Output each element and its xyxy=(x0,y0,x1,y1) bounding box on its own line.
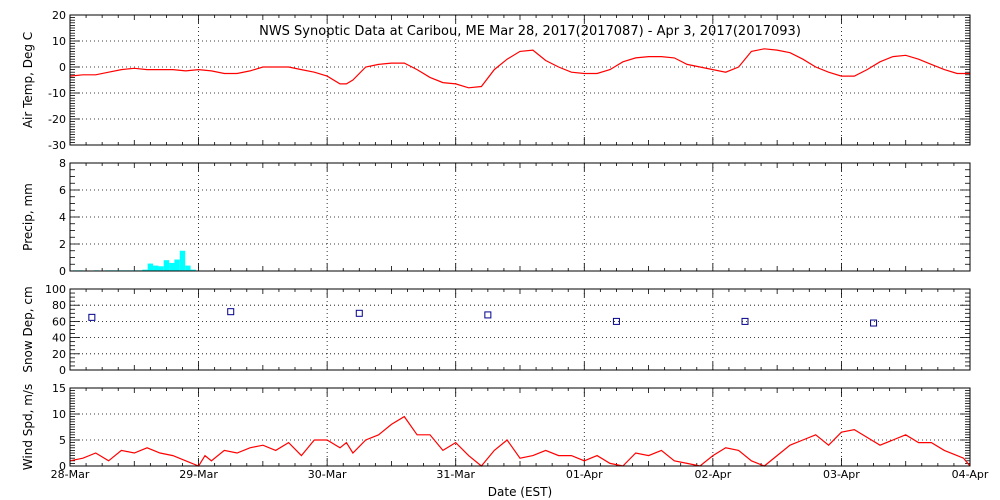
panel-2: 0 20 40 60 80 100 Snow Dep, cm xyxy=(21,283,971,377)
y-tick-label: 5 xyxy=(59,434,66,447)
precip-bar xyxy=(179,250,186,271)
y-axis-label: Snow Dep, cm xyxy=(21,286,35,372)
snow-depth-marker xyxy=(870,319,878,327)
x-tick-label: 02-Apr xyxy=(694,468,731,481)
chart-title: NWS Synoptic Data at Caribou, ME Mar 28,… xyxy=(259,24,801,39)
y-tick-label: 6 xyxy=(59,184,66,197)
panel-frame xyxy=(69,387,971,467)
y-tick-label: 0 xyxy=(59,265,66,278)
x-tick-label: 01-Apr xyxy=(566,468,603,481)
snow-depth-marker xyxy=(355,309,363,317)
snow-depth-marker xyxy=(88,313,96,321)
y-tick-label: 20 xyxy=(52,9,66,22)
series-line xyxy=(69,48,970,89)
panel-0: -30 -20 -10 0 10 20 Air Temp, Deg C xyxy=(21,9,971,152)
y-tick-label: 20 xyxy=(52,348,66,361)
y-tick-label: -20 xyxy=(48,113,66,126)
y-tick-label: 10 xyxy=(52,408,66,421)
y-tick-label: 80 xyxy=(52,299,66,312)
snow-depth-marker xyxy=(484,311,492,319)
y-axis-label: Air Temp, Deg C xyxy=(21,32,35,128)
panel-frame xyxy=(69,14,971,146)
snow-depth-marker xyxy=(227,308,235,316)
x-tick-label: 29-Mar xyxy=(179,468,218,481)
y-tick-label: -10 xyxy=(48,87,66,100)
x-tick-label: 03-Apr xyxy=(823,468,860,481)
x-tick-label: 30-Mar xyxy=(308,468,347,481)
precip-bar xyxy=(142,269,148,271)
y-tick-label: 10 xyxy=(52,35,66,48)
precip-bar xyxy=(147,263,154,271)
precip-bar xyxy=(190,269,196,271)
snow-depth-marker xyxy=(612,317,620,325)
y-tick-label: 60 xyxy=(52,315,66,328)
x-axis-label: Date (EST) xyxy=(488,485,552,499)
panel-3: 0 5 10 15 Wind Spd, m/s xyxy=(21,382,971,473)
panel-1: 0 2 4 6 8 Precip, mm xyxy=(21,157,971,278)
y-tick-label: 2 xyxy=(59,238,66,251)
panel-frame xyxy=(69,162,971,272)
y-tick-label: 0 xyxy=(59,364,66,377)
precip-bar xyxy=(185,265,191,271)
y-tick-label: -30 xyxy=(48,139,66,152)
snow-depth-marker xyxy=(741,317,749,325)
x-tick-label: 04-Apr xyxy=(952,468,989,481)
y-axis-label: Wind Spd, m/s xyxy=(21,384,35,470)
precip-bar xyxy=(153,265,159,271)
precip-bar xyxy=(169,262,175,271)
y-tick-label: 4 xyxy=(59,211,66,224)
precip-bar xyxy=(174,259,180,271)
y-tick-label: 40 xyxy=(52,332,66,345)
panels-group: -30 -20 -10 0 10 20 Air Temp, Deg C 0 2 4 6 8 Precip… xyxy=(21,9,989,481)
x-tick-label: 31-Mar xyxy=(436,468,475,481)
x-tick-label: 28-Mar xyxy=(51,468,90,481)
precip-bar xyxy=(163,260,170,271)
y-tick-label: 15 xyxy=(52,382,66,395)
y-axis-label: Precip, mm xyxy=(21,183,35,251)
y-tick-label: 0 xyxy=(59,460,66,473)
y-tick-label: 0 xyxy=(59,61,66,74)
series-line xyxy=(69,415,971,467)
panel-frame xyxy=(69,288,971,371)
y-tick-label: 100 xyxy=(45,283,66,296)
y-tick-label: 8 xyxy=(59,157,66,170)
precip-bar xyxy=(158,266,164,271)
